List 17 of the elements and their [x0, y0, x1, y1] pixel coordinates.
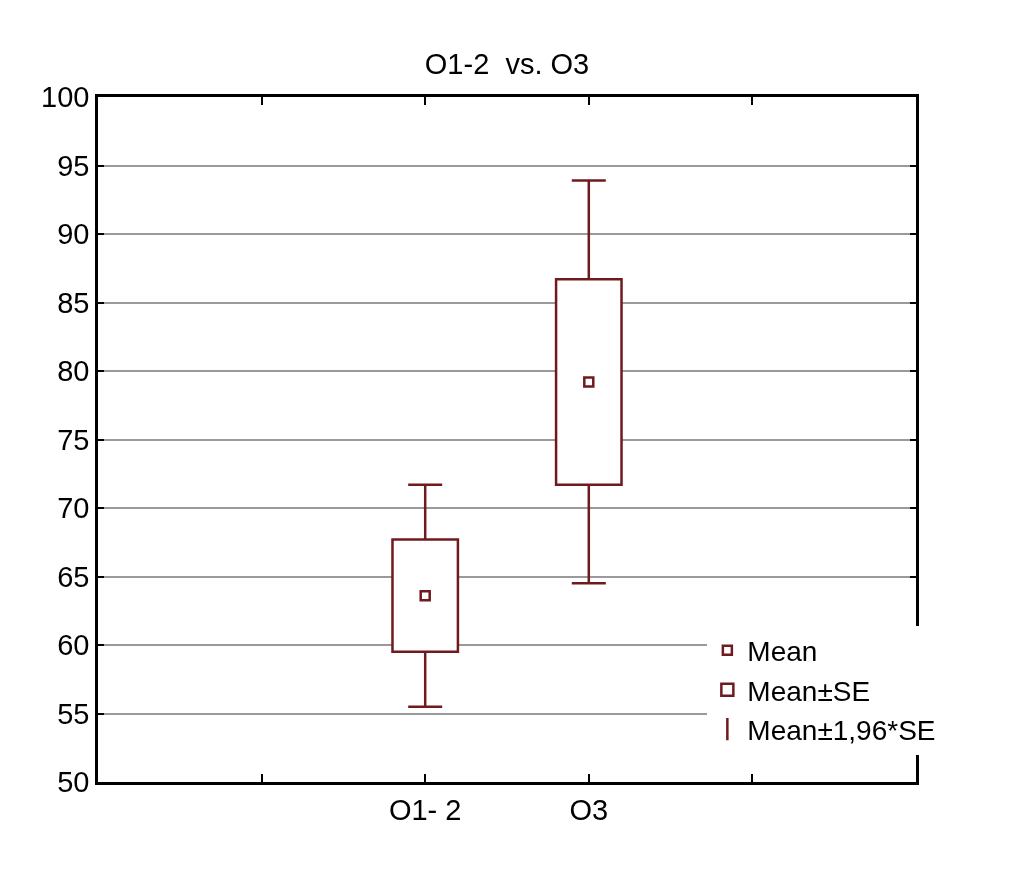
y-tick-label: 80	[57, 355, 90, 388]
legend-label: Mean	[747, 636, 818, 668]
chart-title: O1-2 vs. O3	[424, 48, 590, 81]
y-tick-label: 50	[57, 766, 90, 799]
y-tick-label: 90	[57, 218, 90, 251]
x-tick-label: O3	[569, 793, 609, 826]
y-tick-label: 55	[57, 697, 90, 730]
legend-label: Mean±1,96*SE	[747, 715, 936, 747]
y-tick-label: 100	[41, 81, 90, 114]
y-tick-label: 65	[57, 560, 90, 593]
y-tick-label: 95	[57, 149, 90, 182]
y-tick-label: 85	[57, 286, 90, 319]
legend-label: Mean±SE	[747, 675, 871, 707]
x-tick-label: O1- 2	[388, 793, 462, 826]
y-tick-label: 70	[57, 492, 90, 525]
y-tick-label: 60	[57, 629, 90, 662]
y-tick-label: 75	[57, 423, 90, 456]
